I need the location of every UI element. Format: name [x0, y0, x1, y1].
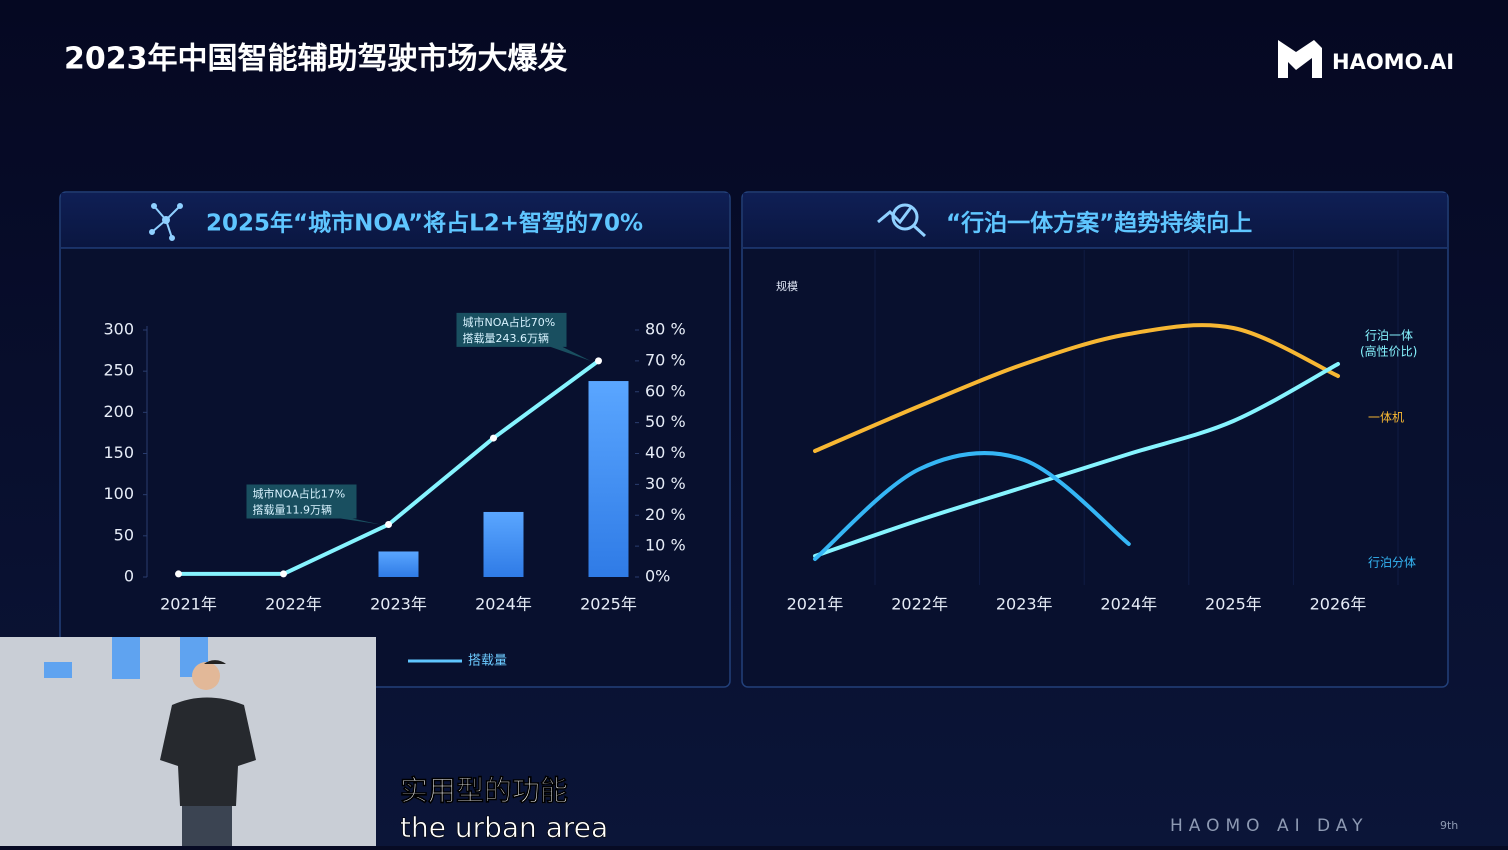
x-tick-label: 2023年 — [996, 595, 1053, 614]
x-tick-label: 2026年 — [1310, 595, 1367, 614]
series-label: 行泊一体 — [1365, 329, 1413, 343]
annotation-text: 城市NOA占比70% — [463, 315, 556, 329]
y2-tick-label: 70 % — [645, 350, 686, 369]
y-tick-label: 200 — [103, 402, 134, 421]
x-tick-label: 2021年 — [160, 595, 217, 614]
annotation-box — [246, 484, 381, 525]
annotation-box — [456, 312, 591, 361]
panel-title: “行泊一体方案”趋势持续向上 — [946, 210, 1252, 237]
point — [490, 434, 497, 442]
bar — [588, 381, 629, 577]
y-tick-label: 300 — [103, 320, 134, 339]
caption: 实用型的功能 — [400, 774, 568, 807]
panel-title: 2025年“城市NOA”将占L2+智驾的70% — [206, 210, 643, 237]
line — [813, 323, 1340, 453]
point — [385, 521, 392, 529]
search-icon — [877, 203, 927, 238]
y2-tick-label: 40 % — [645, 443, 686, 462]
point — [595, 357, 602, 365]
panel-header — [743, 193, 1447, 248]
annotation-text: 搭载量243.6万辆 — [463, 331, 550, 345]
line — [813, 451, 1131, 561]
point — [175, 570, 182, 578]
x-tick-label: 2025年 — [1205, 595, 1262, 614]
series-label: 一体机 — [1368, 411, 1404, 425]
x-tick-label: 2022年 — [891, 595, 948, 614]
y-tick-label: 50 — [114, 525, 134, 544]
footer-edition: 9th — [1440, 819, 1458, 832]
y2-tick-label: 80 % — [645, 320, 686, 339]
x-tick-label: 2022年 — [265, 595, 322, 614]
annotation-text: 城市NOA占比17% — [253, 487, 346, 501]
y2-tick-label: 30 % — [645, 474, 686, 493]
y2-tick-label: 20 % — [645, 505, 686, 524]
network-icon — [149, 203, 183, 241]
y-tick-label: 0 — [124, 567, 134, 586]
y2-tick-label: 0% — [645, 567, 670, 586]
series-label: 行泊分体 — [1368, 556, 1416, 570]
x-tick-label: 2024年 — [475, 595, 532, 614]
video-inset — [0, 637, 376, 846]
y-tick-label: 250 — [103, 361, 134, 380]
series-note: (高性价比) — [1360, 344, 1417, 359]
y2-tick-label: 60 % — [645, 381, 686, 400]
line — [813, 362, 1340, 558]
x-tick-label: 2024年 — [1100, 595, 1157, 614]
panel — [741, 191, 1449, 688]
bar — [378, 551, 419, 577]
y-tick-label: 100 — [103, 484, 134, 503]
y2-tick-label: 50 % — [645, 412, 686, 431]
slide-title: 2023年中国智能辅助驾驶市场大爆发 — [64, 42, 568, 77]
y-axis-label: 规模 — [776, 279, 798, 293]
point — [280, 570, 287, 578]
y-tick-label: 150 — [103, 443, 134, 462]
legend-label: 搭载量 — [468, 653, 507, 669]
logo-text: HAOMO.AI — [1332, 50, 1454, 74]
x-tick-label: 2025年 — [580, 595, 637, 614]
logo-mark — [1278, 40, 1322, 78]
x-tick-label: 2021年 — [787, 595, 844, 614]
x-tick-label: 2023年 — [370, 595, 427, 614]
annotation-text: 搭载量11.9万辆 — [253, 503, 333, 517]
logo: HAOMO.AI — [1278, 40, 1454, 78]
caption: the urban area — [400, 811, 608, 844]
y2-tick-label: 10 % — [645, 536, 686, 555]
footer-brand: HAOMO AI DAY — [1170, 816, 1368, 836]
bar — [483, 511, 524, 577]
